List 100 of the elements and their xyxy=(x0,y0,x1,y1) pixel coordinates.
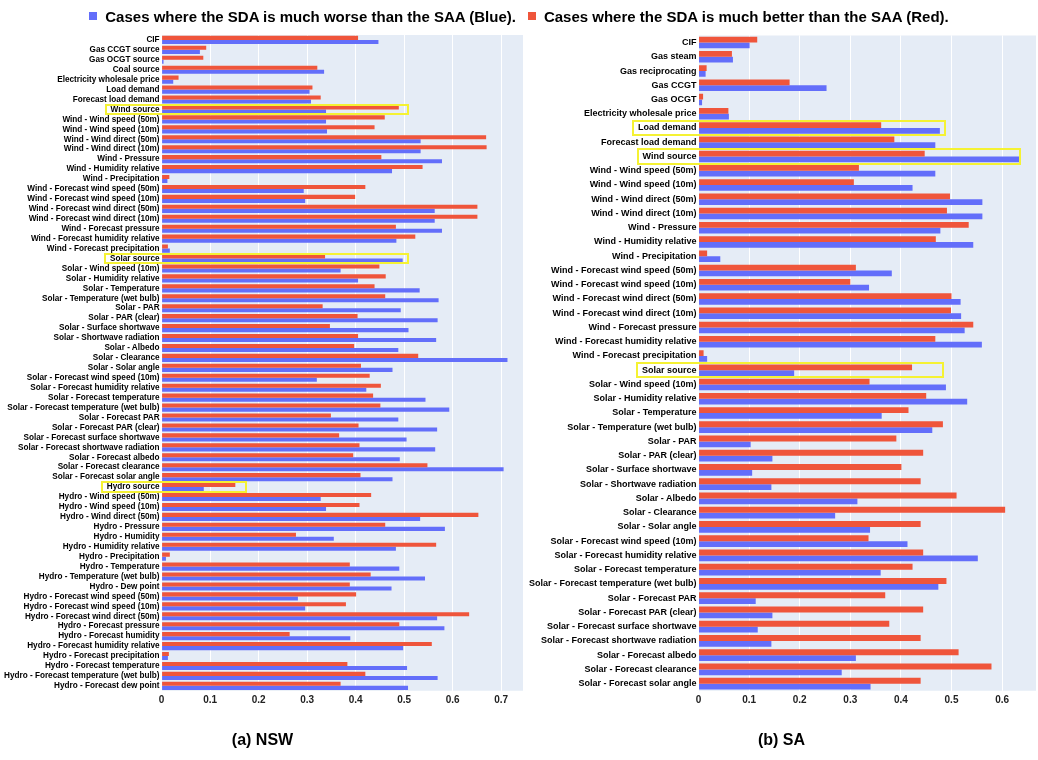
y-tick-label: Wind - Wind speed (50m) xyxy=(62,114,160,124)
bar xyxy=(699,521,921,527)
bar xyxy=(699,449,924,456)
bar xyxy=(162,453,354,458)
bar xyxy=(162,288,420,293)
bar xyxy=(162,65,318,70)
bar xyxy=(699,341,982,348)
bar xyxy=(699,655,856,662)
y-tick-label: Solar - Solar angle xyxy=(87,363,161,373)
bar xyxy=(699,199,983,206)
y-tick-label: Hydro - Temperature xyxy=(79,561,161,571)
bar xyxy=(699,620,890,627)
bar xyxy=(699,79,790,86)
bar xyxy=(162,646,404,651)
y-tick-label: Solar - Forecast clearance xyxy=(57,462,161,472)
y-tick-label: Hydro - Forecast pressure xyxy=(57,621,161,631)
bar xyxy=(699,128,940,134)
bar xyxy=(162,179,168,184)
x-tick-label: 0.2 xyxy=(251,693,266,705)
legend-label: Cases where the SDA is much worse than the SAA (Blue). xyxy=(105,7,516,25)
y-tick-label: Wind source xyxy=(642,150,697,161)
bar xyxy=(699,236,936,242)
bar xyxy=(699,313,962,320)
bar xyxy=(699,683,871,690)
bar xyxy=(162,413,331,418)
bar xyxy=(699,164,859,171)
bar xyxy=(699,407,909,413)
y-tick-label: Wind - Forecast precipitation xyxy=(572,350,697,361)
y-tick-label: Wind - Wind speed (10m) xyxy=(589,179,697,190)
bar xyxy=(162,427,438,432)
bar xyxy=(699,598,756,605)
bar xyxy=(162,69,325,74)
y-tick-label: Solar - Forecast wind speed (10m) xyxy=(550,535,697,546)
bar xyxy=(699,669,842,676)
y-tick-label: Solar - Forecast shortwave radiation xyxy=(540,635,697,646)
bar xyxy=(162,467,504,472)
bar xyxy=(162,39,379,44)
x-tick-label: 0.5 xyxy=(397,693,412,705)
bar xyxy=(699,65,707,72)
bar xyxy=(162,308,401,313)
bar xyxy=(162,248,170,253)
y-tick-label: Wind - Forecast wind speed (10m) xyxy=(27,194,160,204)
x-tick-label: 0.1 xyxy=(742,693,757,705)
bar xyxy=(699,298,961,305)
bar xyxy=(162,423,359,428)
bar xyxy=(162,145,487,150)
bar xyxy=(162,99,311,104)
bar xyxy=(162,75,179,80)
y-tick-label: Solar - PAR xyxy=(115,303,160,313)
bar xyxy=(162,373,370,378)
bar xyxy=(162,338,437,343)
bar xyxy=(699,364,913,371)
bar xyxy=(162,184,366,189)
bar xyxy=(162,89,310,94)
bar xyxy=(699,50,732,57)
x-tick-label: 0.3 xyxy=(300,693,315,705)
y-tick-label: Solar - Forecast surface shortwave xyxy=(546,621,697,632)
y-tick-label: Wind - Humidity relative xyxy=(66,164,161,174)
bar xyxy=(162,606,306,611)
y-tick-label: Forecast load demand xyxy=(601,136,697,147)
bar xyxy=(699,250,708,257)
x-tick-label: 0 xyxy=(158,693,165,705)
bar xyxy=(162,234,416,239)
bar xyxy=(699,142,936,149)
bar xyxy=(162,393,374,398)
bar xyxy=(162,328,409,333)
bar xyxy=(162,457,400,462)
bar xyxy=(162,35,359,40)
bar xyxy=(699,107,729,114)
bar xyxy=(699,455,773,462)
y-tick-label: Gas steam xyxy=(651,51,697,62)
x-tick-label: 0.7 xyxy=(494,693,509,705)
y-tick-label: Forecast load demand xyxy=(72,94,160,104)
y-tick-label: Wind - Forecast wind direct (10m) xyxy=(28,214,160,224)
y-tick-label: Gas OCGT xyxy=(651,94,698,104)
y-tick-label: Wind - Forecast wind speed (50m) xyxy=(551,264,697,275)
y-tick-label: Hydro - Forecast wind speed (50m) xyxy=(23,591,160,601)
y-tick-label: Solar - Forecast humidity relative xyxy=(30,382,161,392)
bar xyxy=(699,421,943,428)
bar xyxy=(162,188,304,194)
bar xyxy=(162,497,321,502)
y-tick-label: Solar - Clearance xyxy=(92,353,161,363)
text: (a) NSW xyxy=(231,730,295,748)
y-tick-label: Wind - Pressure xyxy=(628,222,697,233)
bar xyxy=(162,165,423,170)
bar xyxy=(162,55,204,60)
bar xyxy=(162,492,372,498)
y-tick-label: Electricity wholesale price xyxy=(57,74,161,84)
y-tick-label: Hydro - Forecast wind speed (10m) xyxy=(23,601,160,611)
bar xyxy=(162,268,341,273)
bar xyxy=(162,228,442,233)
bar xyxy=(162,651,169,657)
bar xyxy=(162,552,170,557)
y-tick-label: Hydro - Wind speed (50m) xyxy=(58,492,160,502)
y-tick-label: Wind - Wind direct (10m) xyxy=(63,144,160,154)
bar xyxy=(699,170,936,177)
y-tick-label: Hydro - Forecast wind direct (50m) xyxy=(24,611,160,621)
bar xyxy=(162,198,306,203)
bar xyxy=(699,278,851,285)
y-tick-label: Wind - Forecast humidity relative xyxy=(555,336,697,347)
